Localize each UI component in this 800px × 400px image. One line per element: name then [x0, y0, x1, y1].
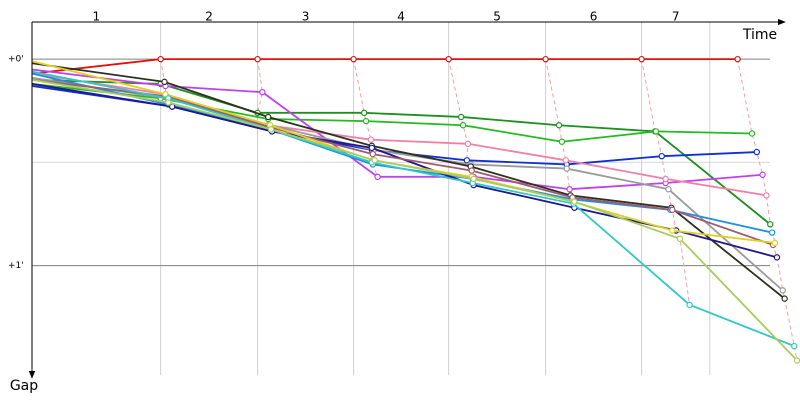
point: [360, 109, 368, 117]
series-line: [31, 70, 795, 347]
point: [759, 171, 766, 178]
point: [369, 150, 376, 158]
y-axis-label: Gap: [10, 378, 38, 394]
lap-label: 6: [590, 10, 598, 24]
point: [558, 138, 566, 145]
point: [350, 55, 357, 63]
point: [468, 167, 475, 174]
point: [768, 229, 776, 236]
series-line: [31, 78, 771, 226]
point: [734, 55, 741, 63]
point: [773, 254, 781, 261]
y-tick-label: +0': [8, 55, 24, 65]
point: [368, 144, 376, 152]
point: [165, 99, 172, 106]
series-line: [31, 78, 774, 246]
series-line: [31, 58, 738, 75]
point: [470, 175, 477, 183]
point: [791, 342, 798, 350]
y-tick-label: +1': [8, 261, 24, 271]
point: [658, 152, 665, 160]
point: [748, 130, 756, 137]
point: [254, 55, 261, 63]
point: [445, 55, 452, 63]
point: [662, 175, 669, 183]
point: [638, 55, 645, 63]
point: [669, 206, 676, 214]
point: [542, 55, 549, 63]
point: [562, 157, 569, 164]
lap-label: 3: [302, 10, 310, 24]
point: [555, 122, 563, 129]
point: [463, 157, 471, 164]
point: [753, 148, 761, 156]
series-line: [31, 78, 798, 362]
point: [367, 136, 375, 143]
point: [793, 357, 800, 364]
point: [161, 78, 168, 86]
point: [566, 186, 573, 193]
point: [362, 117, 370, 125]
point: [157, 55, 164, 63]
point: [781, 295, 788, 302]
point: [371, 157, 378, 164]
point: [767, 221, 774, 228]
point: [669, 227, 676, 234]
point: [457, 113, 465, 121]
point: [162, 91, 169, 98]
point: [563, 165, 570, 172]
point: [652, 128, 660, 135]
lap-label: 4: [397, 10, 405, 24]
point: [771, 239, 779, 247]
lap-label: 5: [493, 10, 501, 24]
lap-connector: [545, 59, 576, 208]
point: [665, 186, 672, 193]
lap-connector: [737, 59, 798, 361]
series-line: [31, 76, 784, 292]
point: [464, 140, 472, 147]
point: [676, 235, 684, 242]
point: [264, 113, 272, 121]
series-line: [31, 62, 786, 300]
lap-label: 7: [672, 10, 680, 24]
point: [779, 287, 786, 294]
x-axis-label: Time: [742, 27, 777, 43]
point: [267, 126, 275, 133]
lap-label: 1: [92, 10, 100, 24]
point: [374, 173, 381, 181]
point: [571, 198, 578, 205]
point: [763, 192, 770, 199]
lap-label: 2: [205, 10, 213, 24]
point: [686, 301, 693, 309]
point: [259, 88, 266, 96]
series-line: [31, 83, 778, 259]
point: [459, 122, 467, 129]
